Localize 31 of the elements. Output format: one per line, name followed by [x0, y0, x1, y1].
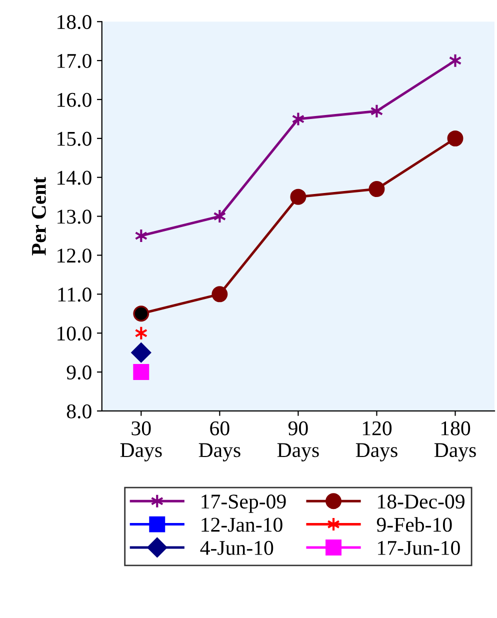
point — [447, 130, 464, 146]
point — [131, 342, 152, 362]
point — [212, 286, 228, 302]
x-tick-label: 120 Days — [356, 421, 398, 462]
y-tick-label: 12.0 — [58, 248, 92, 263]
y-tick-label: 15.0 — [58, 132, 92, 146]
y-tick-label: 16.0 — [58, 92, 92, 108]
y-tick-label: 9.0 — [66, 365, 92, 380]
point — [133, 364, 150, 380]
y-tick-label: 10.0 — [58, 326, 92, 341]
y-tick-label: 13.0 — [58, 210, 92, 224]
point — [448, 53, 462, 68]
legend-label: 9-Feb-10 — [376, 517, 452, 532]
x-tick-label: 90 Days — [277, 421, 319, 462]
x-tick-label: 30 Days — [120, 421, 162, 462]
y-tick-label: 14.0 — [58, 170, 92, 185]
y-tick-label: 11.0 — [58, 288, 92, 302]
legend-label: 17-Jun-10 — [378, 540, 460, 555]
x-tick-label: 60 Days — [198, 421, 240, 462]
x-tick-label: 180 Days — [434, 421, 476, 462]
y-tick-label: 17.0 — [58, 54, 92, 68]
point — [368, 181, 385, 198]
legend-label: 12-Jan-10 — [202, 518, 282, 532]
legend-label: 4-Jun-10 — [200, 540, 274, 555]
legend-label: 18-Dec-09 — [378, 494, 464, 509]
y-tick-label: 8.0 — [66, 404, 92, 418]
legend-label: 17-Sep-09 — [202, 494, 286, 513]
y-axis-title: Per Cent — [32, 176, 46, 256]
point — [370, 104, 384, 118]
point — [290, 188, 306, 205]
y-tick-label: 18.0 — [58, 15, 92, 30]
